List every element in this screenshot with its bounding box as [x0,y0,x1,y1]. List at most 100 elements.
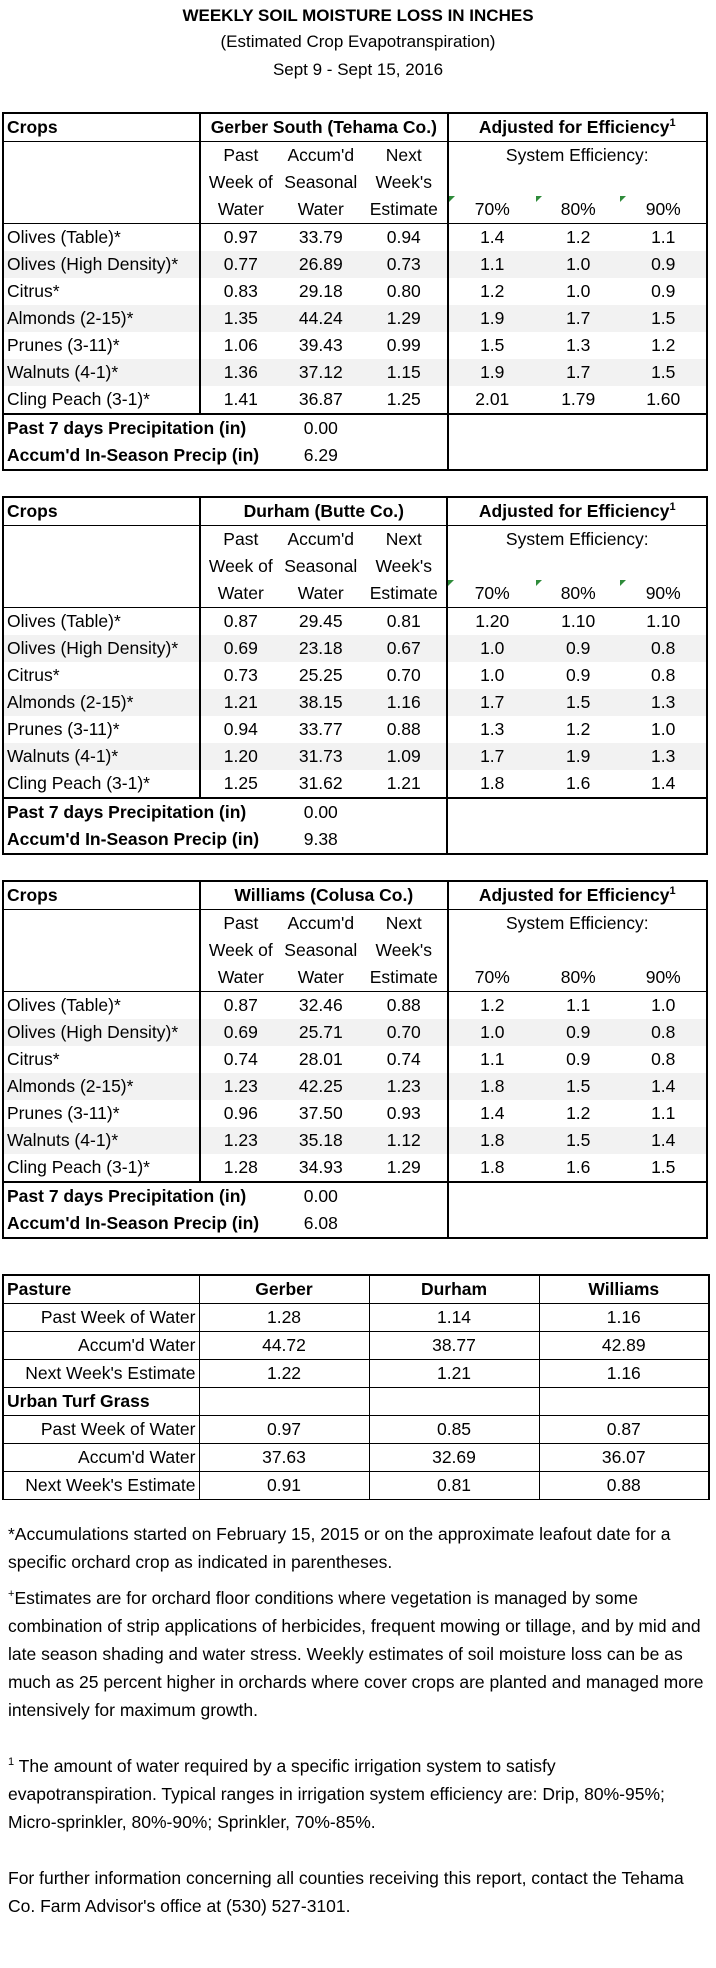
metric-value: 1.16 [538,1359,710,1388]
blank-cell [447,1210,709,1239]
crop-value: 1.21 [199,689,281,716]
table-row: Next Week's Estimate 0.91 0.81 0.88 [2,1471,710,1500]
metric-value: 1.14 [368,1303,539,1332]
accum-seasonal-header: Water [280,964,362,992]
crop-value: 1.1 [447,251,536,278]
precip-value: 0.00 [303,1186,338,1206]
crop-value: 0.96 [199,1100,281,1127]
efficiency-80-header: 80% [535,580,621,608]
crop-value: 0.9 [566,1049,591,1069]
table-row: Accum'd Water 37.63 32.69 36.07 [2,1443,710,1472]
adjusted-sup: 1 [669,501,676,514]
crop-value: 1.36 [199,359,281,386]
crop-value: 31.62 [280,770,361,799]
table-header-row: Water Water Estimate 70% 80% 90% [1,580,708,608]
crop-value: 0.8 [620,1046,708,1073]
table-header-row: Past Accum'd Next System Efficiency: [1,909,709,937]
crop-value: 0.94 [199,716,281,743]
accum-seasonal-header: Seasonal [284,940,358,960]
crop-value: 0.93 [361,1100,449,1127]
crop-value: 1.6 [536,1154,621,1183]
crop-value: 1.2 [480,995,505,1015]
crop-name: Olives (High Density)* [1,1019,201,1046]
precip-row: Accum'd In-Season Precip (in) 6.29 [2,442,708,471]
metric-value: 1.16 [538,1303,710,1332]
crop-value: 1.10 [561,611,596,631]
blank-cell [447,1182,709,1210]
crop-value: 1.3 [566,335,591,355]
accum-seasonal-header: Accum'd [280,141,362,169]
past-week-header: Water [199,964,281,992]
precip-row: Accum'd In-Season Precip (in) 9.38 [2,826,708,855]
location-header: Durham (Butte Co.) [199,496,449,526]
table-row: Olives (High Density)* 0.69 23.18 0.67 1.0 0.… [1,635,708,662]
efficiency-80-header: 80% [536,196,621,224]
metric-value: 38.77 [368,1331,539,1360]
accum-seasonal-header: Seasonal [284,556,358,576]
accum-seasonal-header: Accum'd [280,525,361,553]
crop-value: 1.1 [620,223,708,251]
crop-value: 1.16 [360,689,449,716]
crop-name: Olives (High Density)* [1,635,201,662]
crop-value: 1.23 [361,1073,449,1100]
adjusted-header: Adjusted for Efficiency1 [447,880,709,910]
location-header: Williams (Colusa Co.) [199,880,449,910]
crop-value: 0.67 [360,635,449,662]
crop-value: 1.3 [480,719,505,739]
metric-label: Next Week's Estimate [2,1471,199,1500]
blank-cell [447,414,708,442]
next-week-header: Next [361,141,449,169]
crop-value: 1.4 [480,1103,505,1123]
past-week-header: Week of [199,553,281,580]
blank-cell [447,442,708,471]
crop-value: 1.60 [620,386,708,415]
crop-name: Olives (High Density)* [1,251,201,278]
crop-value: 1.20 [475,611,510,631]
crop-value: 1.9 [447,305,536,332]
crop-value: 1.12 [361,1127,449,1154]
precip-value: 0.00 [303,802,338,822]
crop-name: Almonds (2-15)* [1,305,201,332]
table-row: Citrus* 0.74 28.01 0.74 1.1 0.9 0.8 [1,1046,708,1073]
crop-value: 1.2 [620,332,708,359]
crop-value: 1.21 [360,770,449,799]
blank-cell [447,553,708,580]
table-row: Accum'd Water 44.72 38.77 42.89 [2,1331,710,1360]
next-week-header: Estimate [361,964,449,992]
crop-value: 0.83 [199,278,281,305]
metric-value: 0.88 [538,1471,710,1500]
crop-value: 0.9 [566,665,591,685]
crop-value: 1.2 [566,1103,591,1123]
efficiency-70-header: 70% [447,580,536,608]
crop-value: 1.79 [536,386,621,415]
turf-header-row: Urban Turf Grass [2,1387,710,1416]
metric-value: 37.63 [198,1443,369,1472]
blank-cell [1,964,201,992]
precip-value: 6.29 [280,442,362,471]
turf-label: Urban Turf Grass [2,1387,199,1416]
table-header-row: Past Accum'd Next System Efficiency: [1,141,708,169]
table-row: Almonds (2-15)* 1.21 38.15 1.16 1.7 1.5 1.3 [1,689,708,716]
crop-value: 23.18 [280,635,361,662]
table-header-row: Week of Seasonal Week's [1,937,709,964]
crop-value: 37.12 [280,359,362,386]
blank-cell [447,169,708,196]
crop-value: 28.01 [298,1049,343,1069]
location-header: Williams [538,1274,710,1304]
crop-value: 1.8 [447,770,536,799]
note-eff-marker: 1 [8,1756,15,1769]
past-week-header: Past [199,525,281,553]
crop-value: 1.5 [620,305,708,332]
crop-value: 0.88 [361,991,449,1019]
adjusted-label: Adjusted for Efficiency [478,885,670,905]
table-row: Olives (Table)* 0.97 33.79 0.94 1.4 1.2 1.1 [1,223,708,251]
metric-value: 0.81 [368,1471,539,1500]
crop-name: Citrus* [1,1046,201,1073]
crop-value: 1.5 [536,1073,621,1100]
crop-value: 1.5 [536,1127,621,1154]
crop-value: 1.9 [535,743,621,770]
system-efficiency-header: System Efficiency: [447,141,708,169]
crop-value: 0.73 [199,662,281,689]
table-header-row: Crops Durham (Butte Co.) Adjusted for Effi… [1,496,708,526]
crop-value: 25.25 [298,665,343,685]
